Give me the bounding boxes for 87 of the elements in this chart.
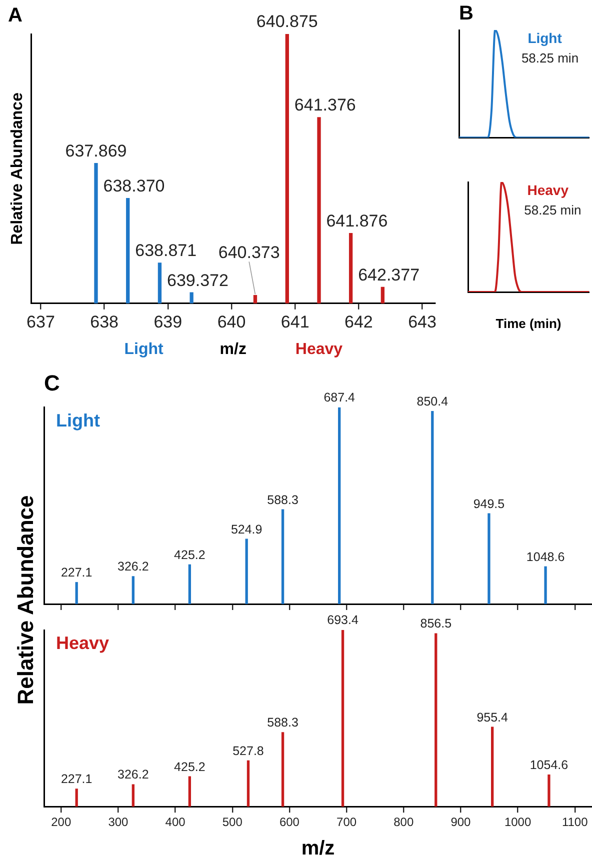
- chart-title: B: [459, 2, 474, 25]
- annotation: 58.25 min: [524, 202, 582, 218]
- bar: [341, 630, 344, 807]
- bar: [488, 513, 490, 604]
- annotation: 227.1: [60, 566, 92, 580]
- x-tick-label: 642: [344, 312, 373, 332]
- x-tick-label: 643: [408, 312, 436, 332]
- x-tick-label: 1000: [504, 815, 532, 830]
- annotation: 640.373: [218, 242, 280, 262]
- bar: [245, 538, 248, 604]
- annotation: 856.5: [420, 616, 452, 631]
- annotation: 588.3: [267, 716, 298, 730]
- x-tick-label: 1100: [562, 815, 588, 830]
- annotation: 640.875: [256, 12, 318, 32]
- y-axis-title: Relative Abundance: [9, 92, 26, 245]
- annotation: 527.8: [232, 744, 264, 758]
- bar: [190, 292, 194, 304]
- bar: [491, 726, 494, 807]
- bar: [281, 732, 284, 807]
- x-tick-label: 637: [26, 312, 55, 332]
- x-tick-label: 639: [154, 312, 182, 332]
- bar: [380, 286, 384, 304]
- chart-title: C: [44, 370, 60, 396]
- x-tick-label: 300: [108, 815, 129, 830]
- series-label: Light: [528, 30, 562, 46]
- annotation: 1054.6: [530, 758, 568, 772]
- x-tick-label: 600: [279, 815, 300, 830]
- y-axis-title: Relative Abundance: [13, 495, 39, 705]
- text: Heavy: [295, 340, 343, 358]
- bar: [431, 411, 434, 604]
- series-label: Heavy: [527, 182, 569, 198]
- bar: [158, 262, 162, 304]
- x-tick-label: 900: [450, 815, 472, 830]
- x-axis-title: m/z: [220, 340, 246, 358]
- annotation: 687.4: [324, 390, 356, 405]
- annotation: 642.377: [358, 265, 420, 284]
- annotation: 639.372: [166, 270, 228, 290]
- annotation: 637.869: [65, 142, 127, 160]
- bar: [94, 162, 98, 304]
- bar: [126, 198, 130, 304]
- x-tick-label: 638: [90, 312, 119, 332]
- x-tick-label: 800: [394, 815, 414, 830]
- bar: [348, 233, 353, 304]
- bar: [132, 576, 134, 604]
- annotation: 58.25 min: [521, 50, 579, 66]
- annotation: 638.871: [135, 241, 197, 260]
- annotation: 588.3: [267, 492, 298, 507]
- x-tick-label: 641: [280, 312, 310, 332]
- annotation: 693.4: [327, 613, 358, 628]
- annotation: 850.4: [416, 394, 448, 409]
- text: Light: [56, 410, 100, 430]
- bar: [317, 117, 321, 304]
- x-axis-title: Time (min): [496, 316, 562, 331]
- annotation: 425.2: [174, 760, 206, 774]
- bar: [434, 633, 438, 807]
- x-tick-label: 700: [336, 815, 357, 830]
- annotation: 955.4: [476, 710, 508, 724]
- x-tick-label: 400: [165, 815, 186, 830]
- bar: [281, 509, 284, 604]
- bar: [338, 407, 341, 604]
- x-axis-title: m/z: [301, 838, 335, 860]
- bar: [188, 564, 192, 604]
- bar: [75, 788, 78, 807]
- bar: [132, 784, 134, 807]
- bar: [75, 582, 78, 604]
- bar: [544, 566, 547, 604]
- annotation: 641.376: [294, 96, 356, 115]
- x-tick-label: 200: [51, 815, 72, 830]
- bar: [285, 34, 289, 304]
- annotation: 326.2: [118, 560, 149, 574]
- bar: [188, 776, 192, 807]
- annotation: 638.370: [103, 176, 165, 196]
- annotation: 949.5: [473, 496, 505, 511]
- annotation: 524.9: [230, 522, 262, 536]
- chart-title: A: [8, 4, 22, 27]
- annotation: 1048.6: [526, 550, 565, 564]
- text: Light: [124, 340, 164, 358]
- x-tick-label: 640: [217, 312, 246, 332]
- bar: [548, 774, 550, 807]
- annotation: 641.876: [326, 212, 388, 231]
- text: Heavy: [56, 632, 110, 653]
- annotation: 227.1: [60, 772, 92, 786]
- x-tick-label: 500: [222, 815, 243, 830]
- bar: [246, 760, 250, 807]
- annotation: 425.2: [174, 548, 206, 562]
- bar: [253, 294, 258, 304]
- annotation: 326.2: [118, 768, 149, 782]
